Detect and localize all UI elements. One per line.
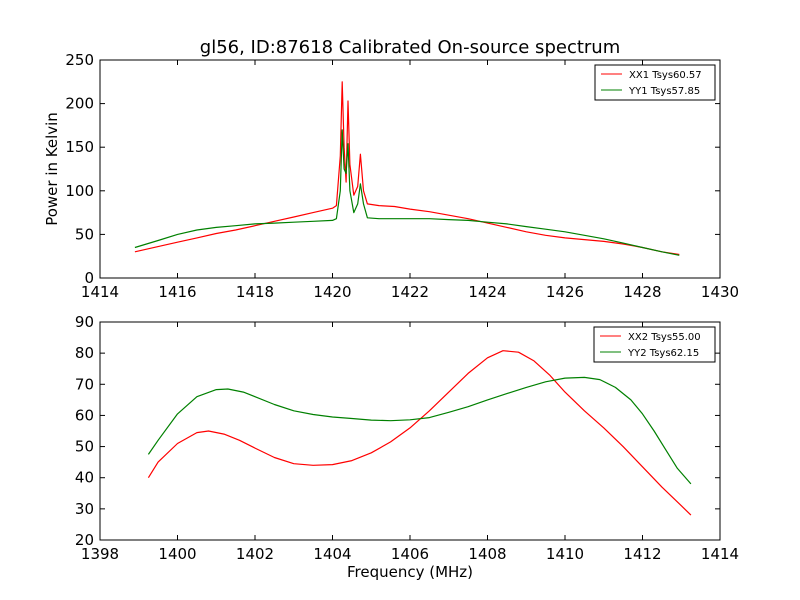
bottom-y-ticks: 20 30 40 50 60 70 80 90 (75, 313, 720, 549)
top-y-axis-label: Power in Kelvin (43, 112, 61, 226)
bottom-y-tick-label: 50 (75, 438, 94, 456)
bottom-x-tick-label: 1410 (546, 545, 584, 563)
top-panel: 1414 1416 1418 1420 1422 1424 1426 1428 1430 0 50… (43, 51, 739, 301)
top-series-group (134, 81, 680, 256)
bottom-y-tick-label: 30 (75, 500, 94, 518)
chart-title: gl56, ID:87618 Calibrated On-source spec… (200, 37, 620, 58)
top-y-tick-label: 100 (65, 182, 94, 200)
top-x-tick-label: 1428 (623, 283, 661, 301)
bottom-legend: XX2 Tsys55.00 YY2 Tsys62.15 (593, 326, 716, 363)
top-y-tick-label: 50 (75, 225, 94, 243)
top-x-tick-label: 1420 (313, 283, 351, 301)
bottom-y-tick-label: 70 (75, 375, 94, 393)
top-x-tick-label: 1418 (236, 283, 274, 301)
bottom-x-ticks: 1398 1400 1402 1404 1406 1408 1410 1412 1414 (81, 322, 739, 563)
bottom-y-tick-label: 60 (75, 406, 94, 424)
bottom-x-tick-label: 1414 (701, 545, 739, 563)
bottom-y-tick-label: 20 (75, 531, 94, 549)
top-series-line-yy1 (134, 129, 680, 256)
top-legend-label-yy1: YY1 Tsys57.85 (628, 86, 700, 97)
top-y-ticks: 0 50 100 150 200 250 (65, 51, 720, 287)
bottom-x-tick-label: 1398 (81, 545, 119, 563)
bottom-series-line-xx2 (147, 350, 692, 516)
bottom-y-tick-label: 80 (75, 344, 94, 362)
top-x-tick-label: 1422 (391, 283, 429, 301)
bottom-x-tick-label: 1408 (468, 545, 506, 563)
bottom-series-group (147, 350, 692, 516)
bottom-legend-label-xx2: XX2 Tsys55.00 (628, 332, 701, 343)
top-legend: XX1 Tsys60.57 YY1 Tsys57.85 (594, 64, 716, 101)
top-x-tick-label: 1416 (158, 283, 196, 301)
bottom-x-tick-label: 1402 (236, 545, 274, 563)
top-x-ticks: 1414 1416 1418 1420 1422 1424 1426 1428 1430 (81, 60, 739, 301)
bottom-x-tick-label: 1404 (313, 545, 351, 563)
top-y-tick-label: 200 (65, 95, 94, 113)
top-x-tick-label: 1430 (701, 283, 739, 301)
bottom-x-tick-label: 1400 (158, 545, 196, 563)
bottom-y-tick-label: 90 (75, 313, 94, 331)
bottom-series-line-yy2 (147, 376, 692, 485)
top-y-tick-label: 0 (84, 269, 94, 287)
bottom-legend-box (593, 326, 716, 363)
top-x-tick-label: 1426 (546, 283, 584, 301)
top-y-tick-label: 250 (65, 51, 94, 69)
top-legend-box (594, 64, 716, 101)
top-legend-label-xx1: XX1 Tsys60.57 (629, 70, 702, 81)
bottom-legend-label-yy2: YY2 Tsys62.15 (627, 348, 699, 359)
bottom-x-axis-label: Frequency (MHz) (347, 563, 473, 581)
top-x-tick-label: 1414 (81, 283, 119, 301)
bottom-x-tick-label: 1406 (391, 545, 429, 563)
bottom-panel: 1398 1400 1402 1404 1406 1408 1410 1412 1414 20 3… (75, 313, 739, 581)
top-y-tick-label: 150 (65, 138, 94, 156)
bottom-x-tick-label: 1412 (623, 545, 661, 563)
top-x-tick-label: 1424 (468, 283, 506, 301)
bottom-y-tick-label: 40 (75, 469, 94, 487)
